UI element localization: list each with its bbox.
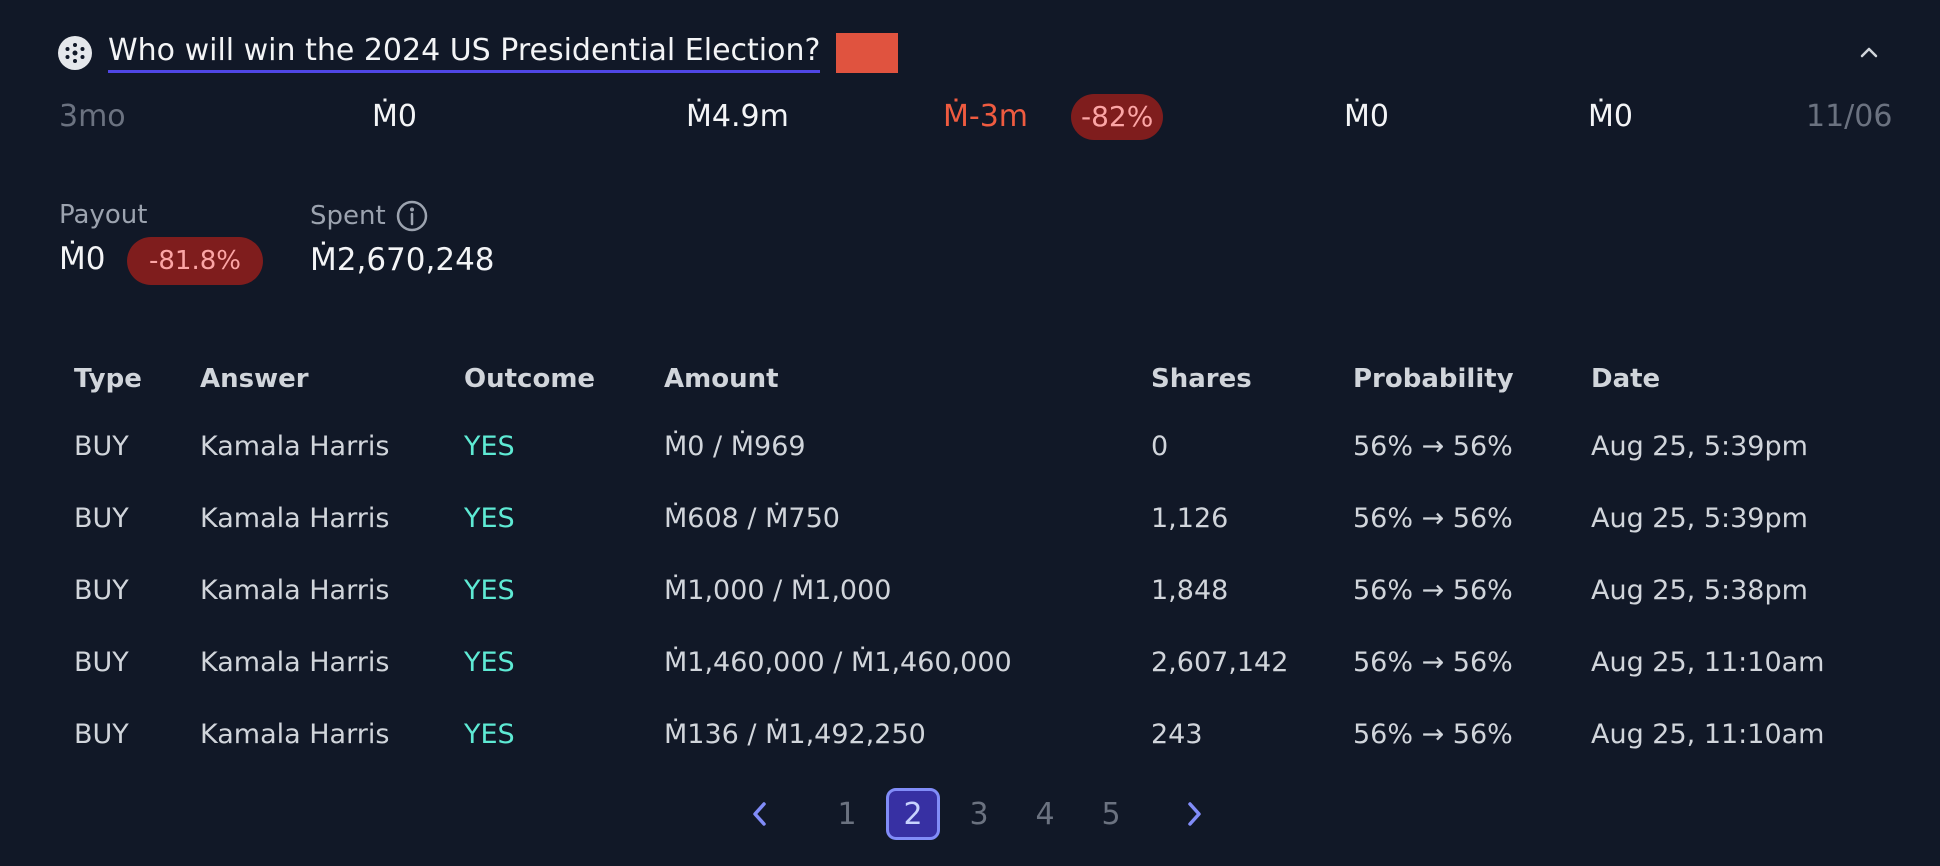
page-button-5[interactable]: 5 xyxy=(1101,796,1121,832)
cell-date: Aug 25, 5:38pm xyxy=(1591,574,1808,606)
cell-outcome: YES xyxy=(464,574,515,606)
cell-probability: 56% → 56% xyxy=(1353,646,1513,678)
table-row: BUY Kamala Harris YES Ṁ1,460,000 / Ṁ1,46… xyxy=(58,626,1855,698)
table-row: BUY Kamala Harris YES Ṁ136 / Ṁ1,492,250 … xyxy=(58,698,1855,770)
cell-outcome: YES xyxy=(464,430,515,462)
stat-value-2: Ṁ4.9m xyxy=(686,99,789,134)
cell-probability: 56% → 56% xyxy=(1353,574,1513,606)
cell-outcome: YES xyxy=(464,502,515,534)
cell-outcome: YES xyxy=(464,718,515,750)
answer-color-swatch xyxy=(836,33,899,73)
cell-shares: 0 xyxy=(1151,430,1169,462)
cell-probability: 56% → 56% xyxy=(1353,502,1513,534)
cell-shares: 1,848 xyxy=(1151,574,1229,606)
stats-row: 3mo Ṁ0 Ṁ4.9m Ṁ-3m -82% Ṁ0 Ṁ0 11/06 xyxy=(0,94,1940,140)
cell-type: BUY xyxy=(74,430,129,462)
payout-pct-badge: -81.8% xyxy=(127,237,263,285)
cell-type: BUY xyxy=(74,718,129,750)
cell-type: BUY xyxy=(74,646,129,678)
cell-probability: 56% → 56% xyxy=(1353,718,1513,750)
cell-probability: 56% → 56% xyxy=(1353,430,1513,462)
page-button-1[interactable]: 1 xyxy=(837,796,857,832)
header-type: Type xyxy=(74,364,142,394)
page-button-3[interactable]: 3 xyxy=(969,796,989,832)
stat-date: 11/06 xyxy=(1806,99,1893,134)
cell-amount: Ṁ1,460,000 / Ṁ1,460,000 xyxy=(664,646,1012,678)
cell-amount: Ṁ136 / Ṁ1,492,250 xyxy=(664,718,926,750)
cell-date: Aug 25, 5:39pm xyxy=(1591,430,1808,462)
market-title-link[interactable]: Who will win the 2024 US Presidential El… xyxy=(108,33,821,73)
header-shares: Shares xyxy=(1151,364,1252,394)
cell-outcome: YES xyxy=(464,646,515,678)
chevron-left-icon[interactable] xyxy=(740,788,780,840)
cell-answer: Kamala Harris xyxy=(200,646,390,678)
chevron-up-icon[interactable] xyxy=(1856,40,1882,66)
market-header: Who will win the 2024 US Presidential El… xyxy=(58,32,1900,74)
payout-value: Ṁ0 xyxy=(59,241,106,277)
spent-label: Spent xyxy=(310,201,386,231)
header-probability: Probability xyxy=(1353,364,1514,394)
cell-date: Aug 25, 5:39pm xyxy=(1591,502,1808,534)
spent-value: Ṁ2,670,248 xyxy=(310,242,495,278)
header-outcome: Outcome xyxy=(464,364,596,394)
stat-value-1: Ṁ0 xyxy=(372,99,417,134)
stat-profit: Ṁ-3m xyxy=(943,99,1029,134)
cell-shares: 1,126 xyxy=(1151,502,1229,534)
bets-table: Type Answer Outcome Amount Shares Probab… xyxy=(58,348,1855,770)
cell-amount: Ṁ1,000 / Ṁ1,000 xyxy=(664,574,892,606)
cell-answer: Kamala Harris xyxy=(200,574,390,606)
market-icon xyxy=(58,36,92,70)
cell-shares: 2,607,142 xyxy=(1151,646,1289,678)
stat-age: 3mo xyxy=(59,99,126,134)
cell-type: BUY xyxy=(74,502,129,534)
stat-profit-pct-badge: -82% xyxy=(1071,94,1164,140)
cell-answer: Kamala Harris xyxy=(200,718,390,750)
payout-label: Payout xyxy=(59,200,148,230)
cell-amount: Ṁ0 / Ṁ969 xyxy=(664,430,806,462)
cell-answer: Kamala Harris xyxy=(200,430,390,462)
cell-type: BUY xyxy=(74,574,129,606)
table-row: BUY Kamala Harris YES Ṁ1,000 / Ṁ1,000 1,… xyxy=(58,554,1855,626)
pagination: 1 2 3 4 5 xyxy=(740,788,1214,840)
stat-value-4: Ṁ0 xyxy=(1588,99,1633,134)
cell-date: Aug 25, 11:10am xyxy=(1591,718,1825,750)
cell-answer: Kamala Harris xyxy=(200,502,390,534)
stat-value-3: Ṁ0 xyxy=(1344,99,1389,134)
page-button-2-current[interactable]: 2 xyxy=(886,788,940,840)
header-amount: Amount xyxy=(664,364,779,394)
chevron-right-icon[interactable] xyxy=(1174,788,1214,840)
page-button-4[interactable]: 4 xyxy=(1035,796,1055,832)
header-answer: Answer xyxy=(200,364,309,394)
table-row: BUY Kamala Harris YES Ṁ608 / Ṁ750 1,126 … xyxy=(58,482,1855,554)
info-icon[interactable] xyxy=(395,199,429,233)
cell-shares: 243 xyxy=(1151,718,1203,750)
table-header-row: Type Answer Outcome Amount Shares Probab… xyxy=(58,348,1855,410)
cell-date: Aug 25, 11:10am xyxy=(1591,646,1825,678)
table-row: BUY Kamala Harris YES Ṁ0 / Ṁ969 0 56% → … xyxy=(58,410,1855,482)
header-date: Date xyxy=(1591,364,1661,394)
cell-amount: Ṁ608 / Ṁ750 xyxy=(664,502,840,534)
